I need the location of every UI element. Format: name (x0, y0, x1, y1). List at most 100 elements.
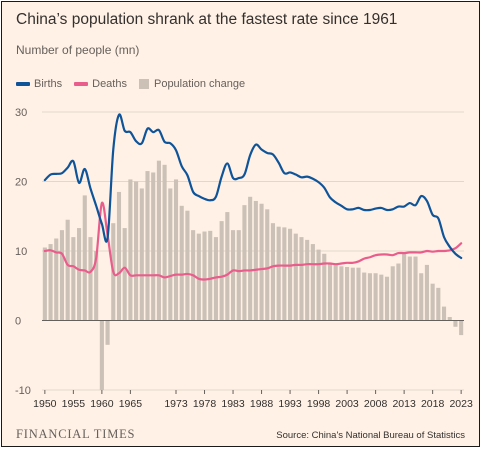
chart-subtitle: Number of people (mn) (16, 43, 140, 57)
population-change-bar (424, 264, 429, 321)
population-change-bar (339, 266, 344, 321)
gridlines (42, 111, 464, 391)
population-change-bar (128, 179, 133, 321)
population-change-bar (259, 203, 264, 321)
population-change-bar (225, 212, 230, 321)
population-change-bar (293, 233, 298, 321)
population-change-bar (94, 251, 99, 321)
x-tick-labels: 1950 1955 1960 1965 1973 1978 1983 1988 1993 1998… (33, 390, 473, 410)
series-line-deaths (43, 201, 463, 281)
y-tick-label: 0 (15, 316, 21, 328)
x-tick-label: 1950 (33, 398, 57, 410)
population-change-bar (362, 272, 367, 321)
legend-swatch-change (138, 79, 149, 89)
legend-label-births: Births (34, 78, 63, 90)
population-change-bar (230, 230, 236, 321)
population-change-bars (42, 160, 464, 390)
population-change-bar (367, 273, 372, 321)
legend-item-deaths: Deaths (74, 78, 127, 90)
population-change-bar (384, 276, 390, 321)
x-tick-label: 1998 (307, 398, 331, 410)
population-change-bar (42, 247, 47, 321)
population-change-bar (276, 226, 281, 321)
population-change-bar (116, 191, 122, 321)
population-change-bar (373, 273, 378, 321)
legend-item-change: Population change (138, 78, 246, 90)
y-tick-label: 30 (15, 107, 27, 119)
population-change-bar (236, 230, 241, 321)
population-change-bar (242, 205, 247, 321)
x-tick-label: 2018 (421, 398, 445, 410)
population-change-bar (390, 266, 395, 321)
population-change-bar (288, 228, 293, 321)
source-note: Source: China's National Bureau of Stati… (276, 430, 465, 441)
population-change-bar (322, 253, 327, 321)
legend-swatch-deaths (74, 82, 89, 86)
population-change-bar (134, 181, 139, 321)
population-change-bar (419, 273, 424, 321)
x-tick-label: 1983 (221, 398, 245, 410)
population-change-bar (48, 244, 53, 321)
population-change-bar (122, 228, 127, 321)
population-change-bar (219, 221, 224, 321)
legend-label-deaths: Deaths (92, 78, 127, 90)
population-change-bar (316, 249, 321, 321)
population-change-bar (202, 231, 207, 321)
population-change-bar (270, 223, 276, 321)
chart-title: China’s population shrank at the fastest… (16, 11, 398, 28)
population-change-bar (248, 196, 253, 321)
population-change-bar (345, 266, 350, 321)
population-change-bar (145, 171, 150, 321)
legend-swatch-births (16, 82, 30, 86)
population-change-bar (413, 256, 418, 321)
series-line-births (43, 113, 463, 260)
x-tick-label: 2003 (335, 398, 359, 410)
chart-legend: Births Deaths Population change (16, 78, 257, 90)
population-change-bar (208, 230, 213, 321)
population-change-bar (356, 267, 361, 321)
legend-label-change: Population change (153, 78, 246, 90)
population-change-bar (265, 209, 270, 321)
population-change-bar (253, 200, 258, 321)
population-change-bar (459, 320, 464, 336)
population-change-bar (407, 256, 412, 321)
population-change-bar (99, 320, 104, 390)
ft-brand: FINANCIAL TIMES (16, 427, 136, 441)
population-change-bar (430, 283, 435, 321)
population-change-bar (54, 238, 59, 321)
population-change-bar (173, 179, 179, 321)
population-change-bar (379, 274, 384, 321)
legend-item-births: Births (16, 78, 62, 90)
population-change-bar (333, 264, 338, 321)
population-change-bar (105, 320, 110, 345)
x-tick-label: 1955 (62, 398, 86, 410)
chart-frame: China’s population shrank at the fastest… (1, 1, 480, 447)
x-tick-label: 2013 (392, 398, 416, 410)
population-change-bar (88, 237, 93, 321)
population-change-bar (299, 237, 304, 321)
population-change-bar (162, 164, 167, 321)
population-change-bar (59, 230, 65, 321)
population-change-bar (310, 244, 315, 321)
x-tick-label: 1978 (193, 398, 217, 410)
population-change-bar (396, 263, 401, 321)
series-lines (43, 113, 463, 281)
y-tick-label: 10 (15, 246, 27, 258)
population-change-bar (82, 195, 87, 321)
x-tick-label: 2008 (364, 398, 388, 410)
population-change-bar (350, 267, 355, 321)
population-change-bar (196, 233, 201, 321)
population-change-bar (213, 237, 218, 321)
x-tick-label: 1973 (164, 398, 188, 410)
population-change-bar (156, 160, 161, 321)
y-tick-label: 20 (15, 177, 27, 189)
population-change-bar (441, 306, 447, 321)
population-change-bar (71, 237, 76, 321)
y-tick-labels: 30 20 10 0 -10 (15, 107, 31, 397)
x-tick-label: 2023 (449, 398, 473, 410)
population-change-bar (65, 219, 70, 321)
population-change-bar (77, 228, 82, 321)
x-tick-label: 1988 (250, 398, 274, 410)
x-tick-label: 1965 (119, 398, 143, 410)
